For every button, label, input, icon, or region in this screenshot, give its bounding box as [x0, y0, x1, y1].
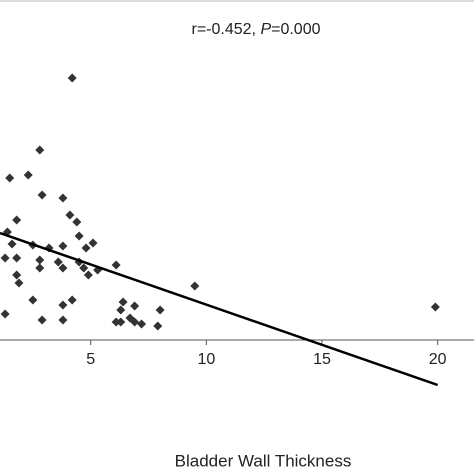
point	[12, 253, 22, 263]
point	[116, 317, 126, 327]
point	[5, 173, 15, 183]
point	[74, 231, 84, 241]
point	[53, 257, 63, 267]
point	[137, 319, 147, 329]
point	[79, 263, 89, 273]
annotation-text: P	[260, 21, 271, 38]
point	[58, 193, 68, 203]
point	[35, 263, 45, 273]
x-tick-label: 15	[313, 351, 331, 368]
point	[116, 305, 126, 315]
annotation-text: =0.000	[271, 21, 320, 38]
point	[81, 243, 91, 253]
point	[58, 315, 68, 325]
point	[58, 263, 68, 273]
x-tick-label: 5	[86, 351, 95, 368]
point	[72, 217, 82, 227]
point	[0, 253, 10, 263]
fit-line	[0, 231, 439, 387]
point	[67, 295, 77, 305]
point	[118, 297, 128, 307]
x-axis-label: Bladder Wall Thickness	[175, 451, 352, 470]
point	[155, 305, 165, 315]
point	[88, 238, 98, 248]
point	[37, 315, 47, 325]
point	[153, 321, 163, 331]
point	[12, 215, 22, 225]
point	[0, 309, 10, 319]
point	[111, 317, 121, 327]
point	[7, 239, 17, 249]
point	[111, 260, 121, 270]
point	[67, 73, 77, 83]
point	[23, 170, 33, 180]
x-tick-label: 10	[197, 351, 215, 368]
point	[35, 145, 45, 155]
point	[430, 302, 440, 312]
point	[125, 313, 135, 323]
point	[83, 270, 93, 280]
annotation-text: r=-0.452,	[192, 21, 261, 38]
point	[14, 278, 24, 288]
point	[58, 300, 68, 310]
annotation: r=-0.452, P=0.000	[192, 21, 321, 38]
point	[37, 190, 47, 200]
point	[130, 301, 140, 311]
point	[12, 270, 22, 280]
point	[58, 241, 68, 251]
point	[35, 255, 45, 265]
point	[65, 210, 75, 220]
point	[190, 281, 200, 291]
x-tick-label: 20	[429, 351, 447, 368]
point	[28, 295, 38, 305]
